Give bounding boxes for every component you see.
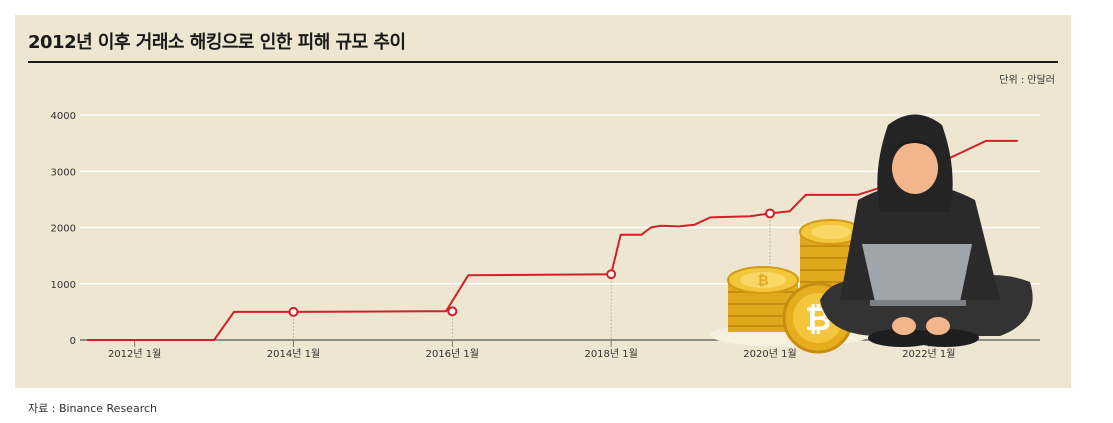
svg-text:₿: ₿ [757, 273, 768, 289]
y-tick-label: 1000 [51, 280, 76, 291]
x-axis-labels: 2012년 1월 2014년 1월 2016년 1월 2018년 1월 2020년 1월… [108, 348, 956, 360]
hacker-with-bitcoins: ₿ ₿ [710, 114, 1033, 354]
data-point-marker [288, 306, 299, 317]
laptop-icon [862, 244, 972, 335]
x-tick-label: 2014년 1월 [267, 348, 320, 360]
y-tick-label: 2000 [51, 224, 76, 235]
x-tick-label: 2018년 1월 [584, 348, 637, 360]
data-point-marker [606, 269, 617, 280]
unit-label: 단위 : 만달러 [999, 75, 1055, 86]
source-note: 자료 : Binance Research [28, 402, 157, 415]
y-tick-label: 0 [70, 336, 76, 347]
title-divider [28, 61, 1058, 63]
chart-title: 2012년 이후 거래소 해킹으로 인한 피해 규모 추이 [28, 32, 406, 53]
data-point-marker [764, 208, 775, 219]
data-point-marker [447, 306, 458, 317]
x-tick-label: 2016년 1월 [426, 348, 479, 360]
x-tick-label: 2022년 1월 [902, 348, 955, 360]
y-tick-label: 4000 [51, 111, 76, 122]
y-tick-label: 3000 [51, 167, 76, 178]
x-tick-label: 2012년 1월 [108, 348, 161, 360]
x-tick-label: 2020년 1월 [743, 348, 796, 360]
y-axis-labels: 0 1000 2000 3000 4000 [51, 111, 76, 347]
